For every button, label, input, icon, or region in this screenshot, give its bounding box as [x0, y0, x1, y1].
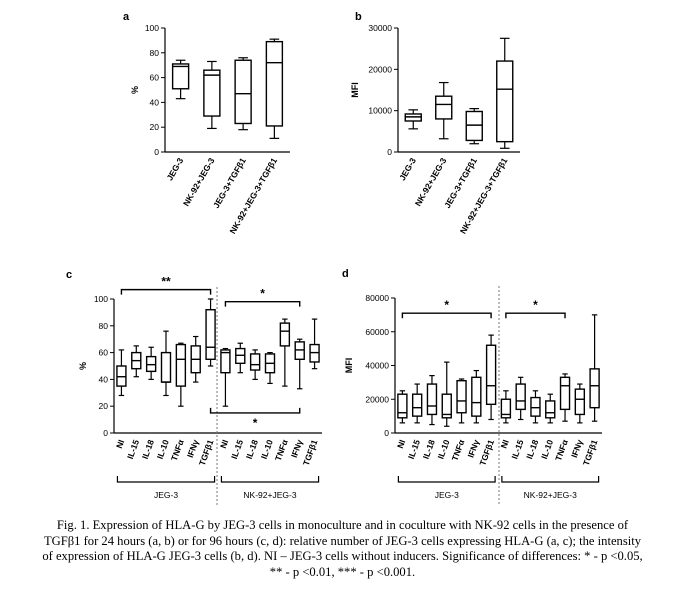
x-tick-label: IFNγ: [289, 438, 305, 459]
y-tick-label: 60: [99, 348, 109, 358]
significance-bracket: [209, 407, 301, 414]
y-tick-label: 80000: [365, 293, 389, 303]
panel-letter: b: [355, 11, 362, 23]
y-tick-label: 60000: [365, 327, 389, 337]
box: [515, 383, 526, 411]
y-tick-label: 20000: [368, 64, 392, 74]
significance-label: *: [260, 287, 265, 301]
group-label: NK-92+JEG-3: [524, 490, 577, 500]
box: [171, 63, 190, 90]
group-bracket: [397, 476, 496, 483]
significance-label: **: [161, 275, 171, 289]
y-tick-label: 80: [150, 48, 160, 58]
y-tick-label: 20000: [365, 394, 389, 404]
significance-bracket: [120, 288, 212, 295]
x-tick-label: NI: [395, 438, 407, 449]
x-tick-label: IFNγ: [569, 438, 585, 459]
x-tick-label: NI: [114, 438, 126, 449]
group-bracket: [220, 476, 320, 483]
box: [205, 309, 216, 360]
x-tick-label: IFNγ: [466, 438, 482, 459]
group-label: NK-92+JEG-3: [243, 490, 296, 500]
box: [160, 351, 172, 383]
box: [234, 59, 252, 125]
significance-bracket: [224, 300, 301, 307]
y-axis-label: %: [130, 86, 140, 94]
box: [559, 376, 571, 411]
y-tick-label: 40000: [365, 361, 389, 371]
group-label: JEG-3: [154, 490, 178, 500]
box: [456, 379, 467, 414]
x-tick-label: TNFα: [169, 438, 186, 463]
y-tick-label: 60: [150, 73, 160, 83]
box: [265, 40, 284, 127]
group-bracket: [501, 476, 600, 483]
significance-bracket: [505, 312, 566, 319]
box: [574, 388, 586, 416]
panel-letter: c: [66, 269, 72, 281]
y-tick-label: 10000: [368, 106, 392, 116]
x-tick-label: NI: [218, 438, 230, 449]
significance-label: *: [253, 416, 258, 430]
significance-label: *: [533, 298, 538, 312]
y-tick-label: 0: [387, 147, 392, 157]
chart-panel-b: b0100002000030000MFIJEG-3NK-92+JEG-3JEG-…: [350, 11, 520, 235]
box: [175, 343, 187, 387]
x-tick-label: TNFα: [273, 438, 290, 463]
y-axis-label: MFI: [344, 358, 354, 374]
box: [471, 376, 482, 417]
box: [485, 344, 497, 406]
x-tick-label: JEG-3: [164, 156, 185, 183]
x-tick-label: NK-92+JEG-3: [181, 156, 217, 208]
y-tick-label: 40: [99, 374, 109, 384]
y-tick-label: 100: [145, 23, 159, 33]
box: [203, 69, 221, 117]
y-axis-label: MFI: [350, 82, 360, 98]
y-tick-label: 20: [99, 401, 109, 411]
chart-panel-a: a 0 20 40 60 80 100% JEG-3NK-92+JEG-3JEG-3+TGFβ…: [123, 11, 290, 235]
y-tick-label: 0: [384, 428, 389, 438]
box: [530, 396, 541, 417]
significance-label: *: [444, 298, 449, 312]
x-tick-label: JEG-3: [397, 156, 418, 183]
box: [500, 398, 512, 419]
box: [397, 393, 408, 419]
box: [220, 349, 231, 374]
group-bracket: [116, 476, 216, 483]
box: [411, 393, 423, 417]
panel-letter: d: [342, 268, 349, 280]
x-tick-label: JEG-3+TGFβ1: [211, 156, 248, 210]
box: [435, 95, 453, 120]
x-tick-label: NK-92+JEG-3: [413, 156, 449, 208]
x-tick-label: NI: [498, 438, 510, 449]
box: [249, 353, 261, 371]
box: [496, 60, 514, 143]
y-axis-label: %: [78, 362, 88, 370]
y-tick-label: 100: [94, 294, 108, 304]
box: [465, 110, 483, 142]
y-tick-label: 80: [99, 321, 109, 331]
y-tick-label: 20: [150, 122, 160, 132]
x-tick-label: IFNγ: [185, 438, 201, 459]
x-tick-label: TNFα: [450, 438, 467, 463]
y-tick-label: 0: [103, 428, 108, 438]
y-tick-label: 0: [154, 147, 159, 157]
box: [545, 400, 556, 419]
panel-letter: a: [123, 11, 130, 23]
box: [426, 383, 438, 416]
significance-bracket: [401, 312, 492, 319]
box: [441, 393, 452, 419]
chart-panel-d: d020000400006000080000MFINIIL-15IL-18IL-…: [342, 268, 602, 505]
y-tick-label: 30000: [368, 23, 392, 33]
y-tick-label: 40: [150, 97, 160, 107]
box: [279, 322, 291, 347]
figure-caption: Fig. 1. Expression of HLA-G by JEG-3 cel…: [42, 518, 643, 579]
x-tick-label: TNFα: [553, 438, 570, 463]
group-label: JEG-3: [435, 490, 459, 500]
box: [589, 368, 600, 409]
